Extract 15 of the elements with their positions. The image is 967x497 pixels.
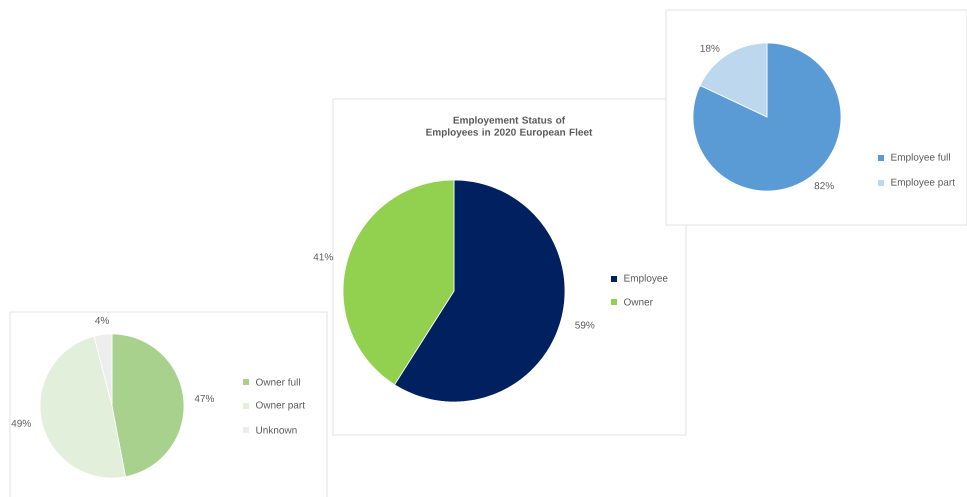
data-label: 4% [95, 316, 109, 324]
legend-label: Employee part [891, 178, 955, 188]
data-label: 47% [194, 395, 214, 402]
legend-label: Owner [624, 298, 653, 306]
legend-label: Owner part [256, 401, 305, 411]
legend-label: Owner full [256, 378, 300, 386]
legend-label: Unknown [256, 426, 297, 434]
chart-title: Employement Status of Employees in 2020 European Fleet [426, 116, 592, 138]
data-label: 59% [575, 322, 594, 329]
data-label: 49% [11, 420, 31, 427]
data-label: 82% [814, 182, 834, 190]
data-label: 18% [700, 44, 720, 52]
legend-label: Employee [624, 274, 668, 284]
legend-label: Employee full [891, 153, 950, 163]
data-label: 41% [313, 253, 333, 260]
